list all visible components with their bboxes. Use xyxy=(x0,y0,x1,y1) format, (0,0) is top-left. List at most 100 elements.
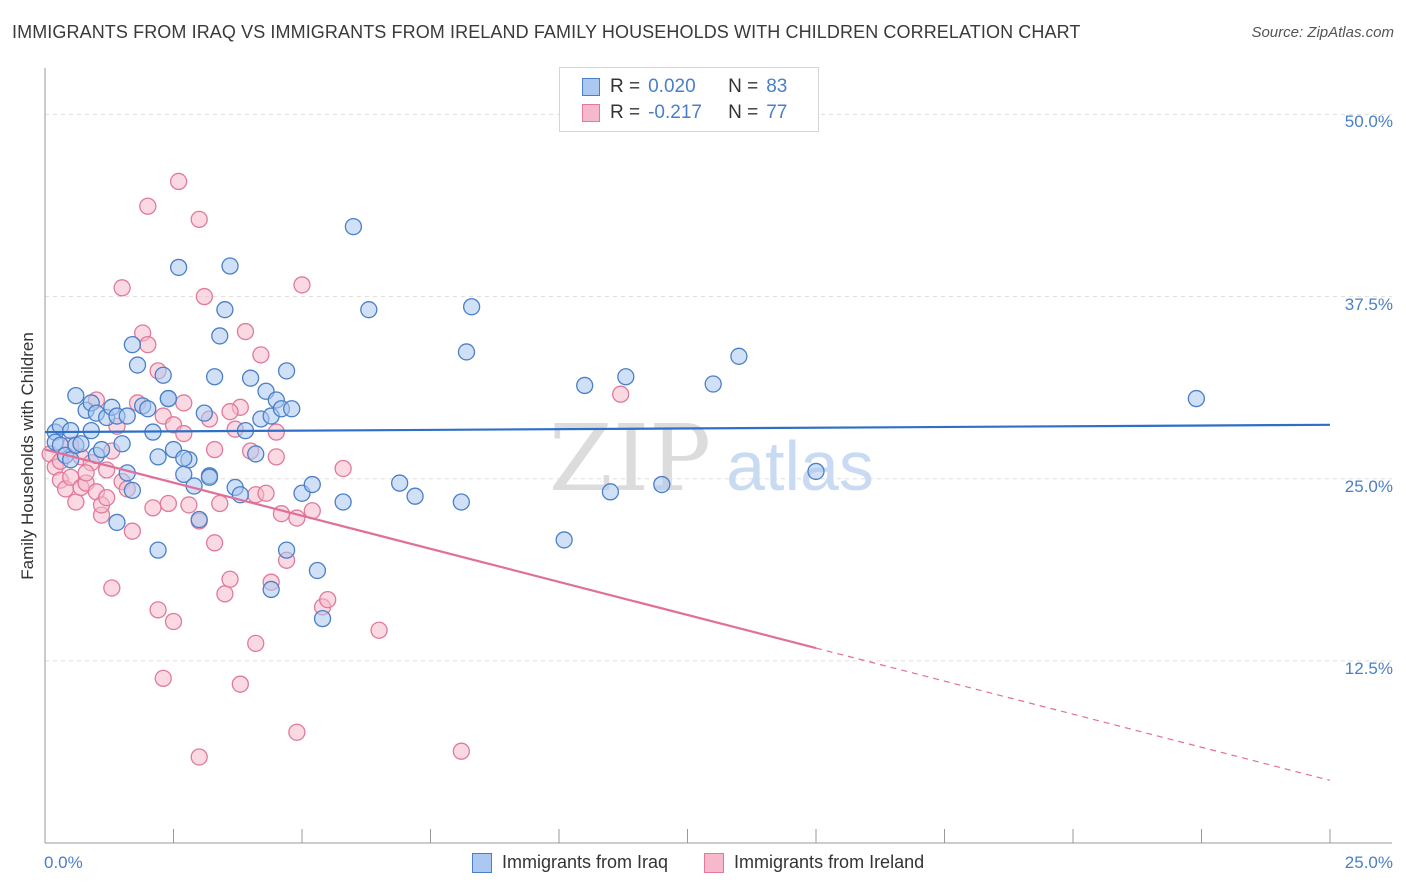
iraq-point xyxy=(617,368,635,386)
trend-line-ireland xyxy=(44,448,817,650)
iraq-point xyxy=(730,347,748,365)
iraq-point xyxy=(67,387,85,405)
iraq-point xyxy=(113,435,131,453)
iraq-point xyxy=(190,510,208,529)
iraq-point xyxy=(1187,389,1206,408)
legend-n-value: 83 xyxy=(766,76,788,97)
ireland-point xyxy=(267,448,285,466)
iraq-point xyxy=(406,487,424,505)
legend-swatch-ireland xyxy=(704,852,725,873)
iraq-point xyxy=(247,445,265,463)
iraq-point xyxy=(555,531,573,549)
ireland-point xyxy=(216,585,234,603)
legend-row-ireland: R = -0.217 N = 77 xyxy=(582,101,787,125)
iraq-point xyxy=(653,475,671,494)
iraq-point xyxy=(108,513,126,532)
legend-r-value: -0.217 xyxy=(648,102,702,123)
watermark-zip: ZIP xyxy=(549,405,711,512)
iraq-point xyxy=(221,257,239,275)
iraq-point xyxy=(123,336,142,354)
watermark-atlas: atlas xyxy=(726,427,874,505)
legend-n-label: N = xyxy=(728,76,759,97)
ireland-point xyxy=(175,394,193,412)
iraq-point xyxy=(195,404,213,422)
y-tick-label: 12.5% xyxy=(1344,658,1393,678)
legend-r-label: R = xyxy=(610,76,641,97)
iraq-point xyxy=(159,389,178,408)
ireland-point xyxy=(123,522,142,540)
ireland-point xyxy=(267,423,285,441)
iraq-point xyxy=(139,400,157,418)
ireland-point xyxy=(195,287,213,306)
iraq-point xyxy=(462,298,481,316)
ireland-point xyxy=(169,172,188,191)
ireland-point xyxy=(164,612,183,631)
iraq-point xyxy=(601,483,620,501)
ireland-point xyxy=(144,499,162,517)
iraq-point xyxy=(807,462,825,481)
ireland-point xyxy=(159,494,178,513)
ireland-point xyxy=(98,489,116,507)
grid-lines xyxy=(45,113,1392,662)
y-axis-label: Family Households with Children xyxy=(18,332,37,580)
trend-line-iraq xyxy=(44,423,1331,434)
correlation-legend: R = 0.020 N = 83 R = -0.217 N = 77 xyxy=(559,67,819,132)
ireland-point xyxy=(288,723,306,741)
iraq-point xyxy=(360,301,378,319)
iraq-point xyxy=(277,541,296,559)
ireland-point xyxy=(103,579,121,597)
legend-item-iraq[interactable]: Immigrants from Iraq xyxy=(472,852,668,873)
iraq-point xyxy=(154,366,172,384)
ireland-point xyxy=(139,197,157,215)
iraq-point xyxy=(205,368,224,386)
ireland-point xyxy=(149,601,167,619)
iraq-point xyxy=(123,481,142,500)
y-tick-label: 50.0% xyxy=(1344,112,1393,132)
iraq-point xyxy=(457,343,476,361)
legend-r-value: 0.020 xyxy=(648,76,696,97)
y-tick-label: 37.5% xyxy=(1344,294,1393,314)
ireland-point xyxy=(221,403,239,421)
iraq-point xyxy=(149,541,167,559)
iraq-point xyxy=(303,475,321,494)
legend-r-label: R = xyxy=(610,102,641,123)
ireland-point xyxy=(113,279,131,297)
ireland-point xyxy=(211,494,229,513)
iraq-point xyxy=(128,356,147,374)
ireland-point xyxy=(205,440,224,459)
ireland-point xyxy=(190,210,208,228)
iraq-point xyxy=(391,474,409,492)
iraq-point xyxy=(241,369,260,387)
ireland-point xyxy=(180,496,198,514)
ireland-point xyxy=(236,322,255,341)
iraq-point xyxy=(704,375,722,393)
legend-n-value: 77 xyxy=(766,102,788,123)
x-tick-label: 25.0% xyxy=(1344,853,1393,872)
iraq-point xyxy=(277,362,296,380)
legend-label-ireland: Immigrants from Ireland xyxy=(734,852,925,872)
y-tick-label: 25.0% xyxy=(1344,476,1393,496)
ireland-point xyxy=(67,493,85,511)
ireland-point xyxy=(293,276,311,294)
source-credit: Source: ZipAtlas.com xyxy=(1251,24,1394,41)
trend-lines xyxy=(44,423,1331,781)
legend-swatch-ireland xyxy=(582,104,600,122)
iraq-point xyxy=(175,449,193,467)
iraq-point xyxy=(308,561,327,580)
iraq-point xyxy=(262,580,280,599)
legend-label-iraq: Immigrants from Iraq xyxy=(502,852,669,872)
ireland-point xyxy=(612,385,630,403)
trend-line-ireland-extrapolated xyxy=(815,647,1331,781)
x-tick-label: 0.0% xyxy=(44,853,83,872)
ireland-point xyxy=(231,675,249,693)
iraq-point xyxy=(118,407,136,425)
legend-row-iraq: R = 0.020 N = 83 xyxy=(582,75,787,99)
ireland-point xyxy=(319,591,337,609)
iraq-point xyxy=(92,440,111,459)
ireland-point xyxy=(139,336,157,354)
iraq-point xyxy=(82,421,100,440)
series-legend: Immigrants from Iraq Immigrants from Ire… xyxy=(472,852,960,873)
legend-item-ireland[interactable]: Immigrants from Ireland xyxy=(704,852,924,873)
iraq-point xyxy=(576,376,594,395)
